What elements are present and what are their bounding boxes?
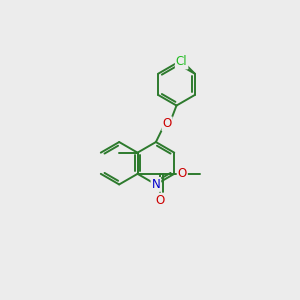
Text: N: N: [152, 178, 160, 191]
Text: O: O: [156, 194, 165, 207]
Text: Cl: Cl: [176, 56, 188, 68]
Text: O: O: [163, 117, 172, 130]
Text: O: O: [178, 167, 187, 180]
